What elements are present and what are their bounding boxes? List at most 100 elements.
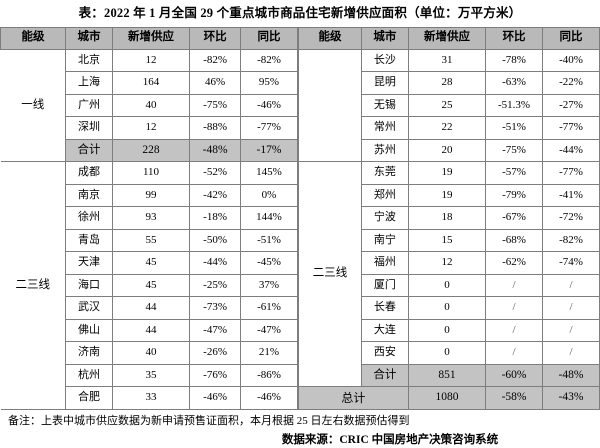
col-header-tier-right: 能级 xyxy=(297,26,363,50)
table-row: 二三线 成都 110 -52% 145% xyxy=(0,161,298,410)
yoy-value: -86% xyxy=(240,363,298,387)
yoy-value: -45% xyxy=(240,251,298,275)
yoy-value: 145% xyxy=(240,161,298,185)
city-name: 海口 xyxy=(65,273,113,297)
city-name: 北京 xyxy=(65,48,113,72)
col-header-supply-right: 新增供应 xyxy=(407,26,487,50)
table-header-row-right: 能级 城市 新增供应 环比 同比 xyxy=(297,26,600,50)
mom-value: -42% xyxy=(189,183,242,207)
yoy-value: -77% xyxy=(240,116,298,140)
yoy-value: / xyxy=(542,318,600,342)
supply-value: 851 xyxy=(407,363,487,387)
table-row: 无锡 25 -51.3% -27% xyxy=(299,93,600,117)
table-row: 深圳 12 -88% -77% xyxy=(1,116,298,140)
city-name: 上海 xyxy=(65,71,113,95)
table-row: 苏州 20 -75% -44% xyxy=(299,138,600,162)
table-row: 合计 228 -48% -17% xyxy=(1,138,298,162)
supply-value: 45 xyxy=(111,251,191,275)
table-row: 宁波 18 -67% -72% xyxy=(299,206,600,230)
grand-total-yoy: -43% xyxy=(542,386,600,410)
mom-value: -26% xyxy=(189,341,242,365)
supply-value: 33 xyxy=(111,386,191,410)
supply-value: 35 xyxy=(111,363,191,387)
mom-value: -47% xyxy=(189,318,242,342)
supply-value: 93 xyxy=(111,206,191,230)
city-name: 南京 xyxy=(65,183,113,207)
city-name: 佛山 xyxy=(65,318,113,342)
city-name: 杭州 xyxy=(65,363,113,387)
supply-table-area: 能级 城市 新增供应 环比 同比 一线 北京 12 -82% -82% 上海 164 46% 9… xyxy=(0,26,600,410)
yoy-value: -77% xyxy=(542,161,600,185)
table-row: 长沙 31 -78% -40% xyxy=(297,48,600,162)
supply-value: 12 xyxy=(111,48,191,72)
yoy-value: -47% xyxy=(240,318,298,342)
mom-value: -52% xyxy=(189,161,242,185)
supply-table-right: 能级 城市 新增供应 环比 同比 长沙 31 -78% -40% 昆明 28 -63% -22… xyxy=(297,26,600,410)
table-row: 南宁 15 -68% -82% xyxy=(299,228,600,252)
col-header-mom-right: 环比 xyxy=(485,26,544,50)
mom-value: -78% xyxy=(485,48,544,72)
city-name: 徐州 xyxy=(65,206,113,230)
yoy-value: -44% xyxy=(542,138,600,162)
supply-value: 0 xyxy=(407,341,487,365)
yoy-value: -46% xyxy=(240,93,298,117)
subtotal-label: 合计 xyxy=(65,138,113,162)
footnote: 备注：上表中城市供应数据为新申请预售证面积，本月根据 25 日左右数据预估得到 xyxy=(8,414,410,427)
supply-value: 44 xyxy=(111,296,191,320)
supply-value: 40 xyxy=(111,93,191,117)
supply-value: 18 xyxy=(407,206,487,230)
mom-value: -76% xyxy=(189,363,242,387)
table-row: 郑州 19 -79% -41% xyxy=(299,183,600,207)
table-row: 南京 99 -42% 0% xyxy=(1,183,298,207)
supply-value: 228 xyxy=(111,138,191,162)
city-name: 青岛 xyxy=(65,228,113,252)
city-name: 南宁 xyxy=(361,228,409,252)
supply-value: 110 xyxy=(111,161,191,185)
mom-value: -88% xyxy=(189,116,242,140)
supply-value: 44 xyxy=(111,318,191,342)
mom-value: -75% xyxy=(189,93,242,117)
city-name: 西安 xyxy=(361,341,409,365)
yoy-value: / xyxy=(542,296,600,320)
city-name: 长沙 xyxy=(361,48,409,72)
tier-spacer-top xyxy=(297,48,363,162)
table-header-row-left: 能级 城市 新增供应 环比 同比 xyxy=(0,26,298,50)
col-header-tier: 能级 xyxy=(0,26,67,50)
col-header-yoy-right: 同比 xyxy=(542,26,600,50)
supply-value: 19 xyxy=(407,161,487,185)
city-name: 常州 xyxy=(361,116,409,140)
col-header-city: 城市 xyxy=(65,26,113,50)
supply-value: 19 xyxy=(407,183,487,207)
city-name: 厦门 xyxy=(361,273,409,297)
mom-value: -44% xyxy=(189,251,242,275)
table-row: 青岛 55 -50% -51% xyxy=(1,228,298,252)
supply-value: 20 xyxy=(407,138,487,162)
yoy-value: -41% xyxy=(542,183,600,207)
yoy-value: 95% xyxy=(240,71,298,95)
city-name: 广州 xyxy=(65,93,113,117)
supply-value: 55 xyxy=(111,228,191,252)
supply-value: 15 xyxy=(407,228,487,252)
table-row: 合计 851 -60% -48% xyxy=(299,363,600,387)
supply-value: 0 xyxy=(407,296,487,320)
city-name: 东莞 xyxy=(361,161,409,185)
table-row: 上海 164 46% 95% xyxy=(1,71,298,95)
mom-value: -82% xyxy=(189,48,242,72)
mom-value: -18% xyxy=(189,206,242,230)
table-row: 常州 22 -51% -77% xyxy=(299,116,600,140)
table-row: 西安 0// xyxy=(299,341,600,365)
city-name: 深圳 xyxy=(65,116,113,140)
supply-value: 22 xyxy=(407,116,487,140)
yoy-value: -17% xyxy=(240,138,298,162)
yoy-value: -61% xyxy=(240,296,298,320)
city-name: 郑州 xyxy=(361,183,409,207)
mom-value: / xyxy=(485,273,544,297)
yoy-value: -22% xyxy=(542,71,600,95)
col-header-city-right: 城市 xyxy=(361,26,409,50)
supply-value: 0 xyxy=(407,318,487,342)
col-header-supply: 新增供应 xyxy=(111,26,191,50)
mom-value: -51% xyxy=(485,116,544,140)
table-row: 二三线 东莞 19 -57% -77% xyxy=(297,161,600,387)
city-name: 宁波 xyxy=(361,206,409,230)
mom-value: -25% xyxy=(189,273,242,297)
